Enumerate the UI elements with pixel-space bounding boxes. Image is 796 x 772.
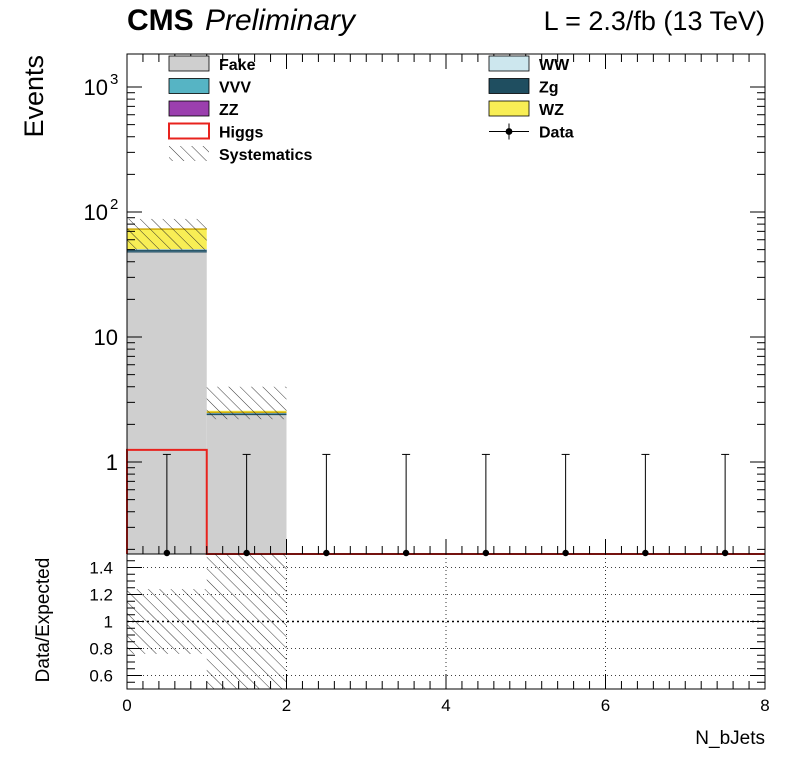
data-point-7	[721, 549, 729, 557]
legend-right-0-label: WW	[539, 57, 570, 74]
ratio-y-axis: 0.6 0.8 1 1.2 1.4	[89, 553, 765, 690]
data-points	[162, 453, 730, 557]
legend-right-2-label: WZ	[539, 102, 564, 119]
systematics-band	[127, 218, 287, 420]
x-tick-label-3: 6	[601, 696, 610, 715]
ratio-y-tick-label-1: 0.8	[89, 640, 113, 659]
data-point-3	[402, 549, 410, 557]
y-tick-label-2: 10	[84, 200, 108, 225]
data-point-0	[163, 549, 171, 557]
x-tick-label-0: 0	[122, 696, 131, 715]
ratio-grid	[127, 554, 765, 689]
legend-left-0-label: Fake	[219, 57, 256, 74]
ratio-y-label: Data/Expected	[33, 558, 54, 683]
ratio-y-tick-label-0: 0.6	[89, 667, 113, 686]
x-tick-label-4: 8	[760, 696, 769, 715]
lumi-label: L = 2.3/fb (13 TeV)	[544, 6, 765, 36]
cms-label: CMS	[127, 4, 194, 37]
systematics-band-bin-1	[206, 386, 287, 420]
legend-right-1-swatch	[488, 78, 530, 94]
x-tick-label-2: 4	[441, 696, 450, 715]
legend-left-4-swatch	[169, 146, 209, 161]
y-tick-exponent-2: 2	[110, 196, 118, 213]
data-point-6	[642, 549, 649, 557]
legend-left-3-swatch	[168, 122, 210, 140]
main-y-label: Events	[19, 55, 49, 138]
legend-left-4-label: Systematics	[219, 147, 312, 164]
stack-bar-zg-bin-0	[127, 249, 207, 251]
y-tick-label-0: 1	[106, 450, 118, 475]
systematics-band-bin-0	[127, 218, 207, 250]
legend-left-1-swatch	[168, 78, 210, 94]
y-tick-label-1: 10	[94, 325, 118, 350]
x-tick-label-1: 2	[282, 696, 291, 715]
preliminary-label: Preliminary	[205, 4, 357, 37]
y-tick-label-3: 10	[84, 75, 108, 100]
legend-right-3-marker	[505, 128, 513, 135]
ratio-y-tick-label-2: 1	[104, 613, 113, 632]
data-point-4	[482, 549, 490, 557]
legend-left-3-label: Higgs	[219, 125, 264, 142]
ratio-x-axis: 0 2 4 6 8	[122, 674, 770, 715]
ratio-y-tick-label-4: 1.4	[89, 559, 113, 578]
x-axis-label: N_bJets	[695, 728, 765, 749]
legend-left-0-swatch	[168, 55, 210, 72]
ratio-y-tick-label-3: 1.2	[89, 586, 113, 605]
legend-left-2-swatch	[168, 100, 210, 117]
legend-left-2-label: ZZ	[219, 102, 239, 119]
legend-right-0-swatch	[488, 55, 530, 72]
y-tick-exponent-3: 3	[110, 71, 118, 88]
legend-right-1-label: Zg	[539, 80, 559, 97]
data-point-2	[323, 549, 330, 557]
ratio-panel: 0.6 0.8 1 1.2 1.4 0 2 4 6 8 Data/Expected N_bJet…	[33, 553, 770, 749]
legend-right-3-label: Data	[539, 125, 574, 142]
legend: Fake VVV ZZ Higgs Systematics WW Zg WZ Data	[168, 55, 574, 164]
legend-right-2-swatch	[488, 100, 530, 117]
data-point-5	[562, 549, 569, 557]
legend-left-1-label: VVV	[219, 80, 251, 97]
